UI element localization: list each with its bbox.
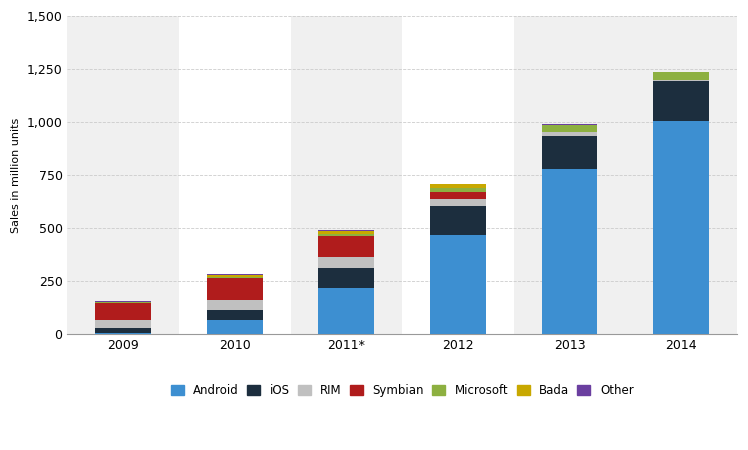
Bar [95,320,151,328]
Bar [430,192,486,199]
Bar [207,310,263,320]
Bar [207,275,263,277]
Bar [207,320,263,334]
Bar [290,16,402,334]
Bar [207,278,263,300]
Bar [653,72,709,80]
Bar [95,328,151,333]
Bar [653,81,709,122]
Bar [319,234,374,236]
Bar [207,277,263,278]
Bar [319,257,374,268]
Bar [319,236,374,257]
Bar [542,125,598,132]
Bar [319,288,374,334]
Legend: Android, iOS, RIM, Symbian, Microsoft, Bada, Other: Android, iOS, RIM, Symbian, Microsoft, B… [168,382,636,399]
Bar [430,184,486,188]
Bar [319,268,374,288]
Bar [319,231,374,234]
Bar [653,80,709,81]
Bar [430,207,486,235]
Bar [514,16,625,334]
Bar [625,16,737,334]
Bar [207,300,263,310]
Bar [207,274,263,275]
Bar [95,301,151,302]
Bar [95,303,151,320]
Bar [179,16,290,334]
Bar [95,333,151,334]
Bar [319,230,374,231]
Bar [67,16,179,334]
Bar [430,188,486,192]
Bar [653,122,709,334]
Bar [95,302,151,303]
Bar [542,169,598,334]
Bar [430,199,486,207]
Bar [430,235,486,334]
Bar [542,132,598,136]
Bar [542,136,598,169]
Bar [402,16,514,334]
Y-axis label: Sales in million units: Sales in million units [11,117,21,233]
